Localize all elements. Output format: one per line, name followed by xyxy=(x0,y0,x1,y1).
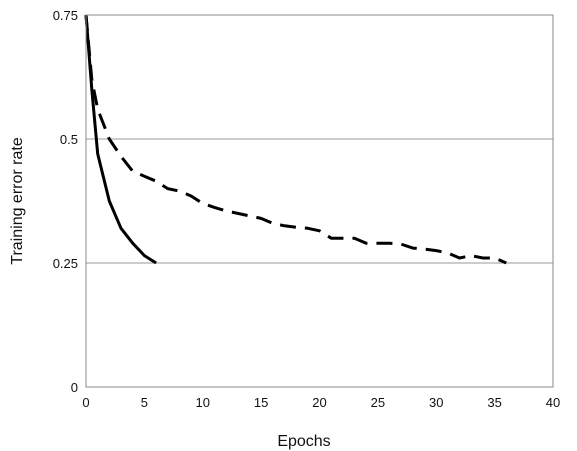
x-tick-label: 10 xyxy=(196,395,210,410)
dashed-series-line xyxy=(84,14,507,265)
y-tick-label: 0 xyxy=(71,380,78,395)
grid-lines xyxy=(86,138,553,264)
x-tick-label: 30 xyxy=(429,395,443,410)
y-axis-title: Training error rate xyxy=(9,137,26,265)
y-tick-label: 0.25 xyxy=(53,256,78,271)
solid-series-line xyxy=(84,14,157,265)
x-tick-label: 15 xyxy=(254,395,268,410)
plot-frame xyxy=(85,14,554,388)
x-tick-label: 5 xyxy=(141,395,148,410)
x-tick-label: 20 xyxy=(312,395,326,410)
x-tick-label: 25 xyxy=(371,395,385,410)
x-tick-label: 40 xyxy=(546,395,560,410)
x-tick-label: 35 xyxy=(487,395,501,410)
y-tick-labels: 0 0.25 0.5 0.75 xyxy=(53,8,78,395)
x-tick-label: 0 xyxy=(82,395,89,410)
y-tick-label: 0.75 xyxy=(53,8,78,23)
x-axis-title: Epochs xyxy=(277,433,330,450)
y-tick-label: 0.5 xyxy=(60,132,78,147)
x-tick-labels: 0 5 10 15 20 25 30 35 40 xyxy=(82,395,560,410)
series-lines xyxy=(84,14,507,265)
